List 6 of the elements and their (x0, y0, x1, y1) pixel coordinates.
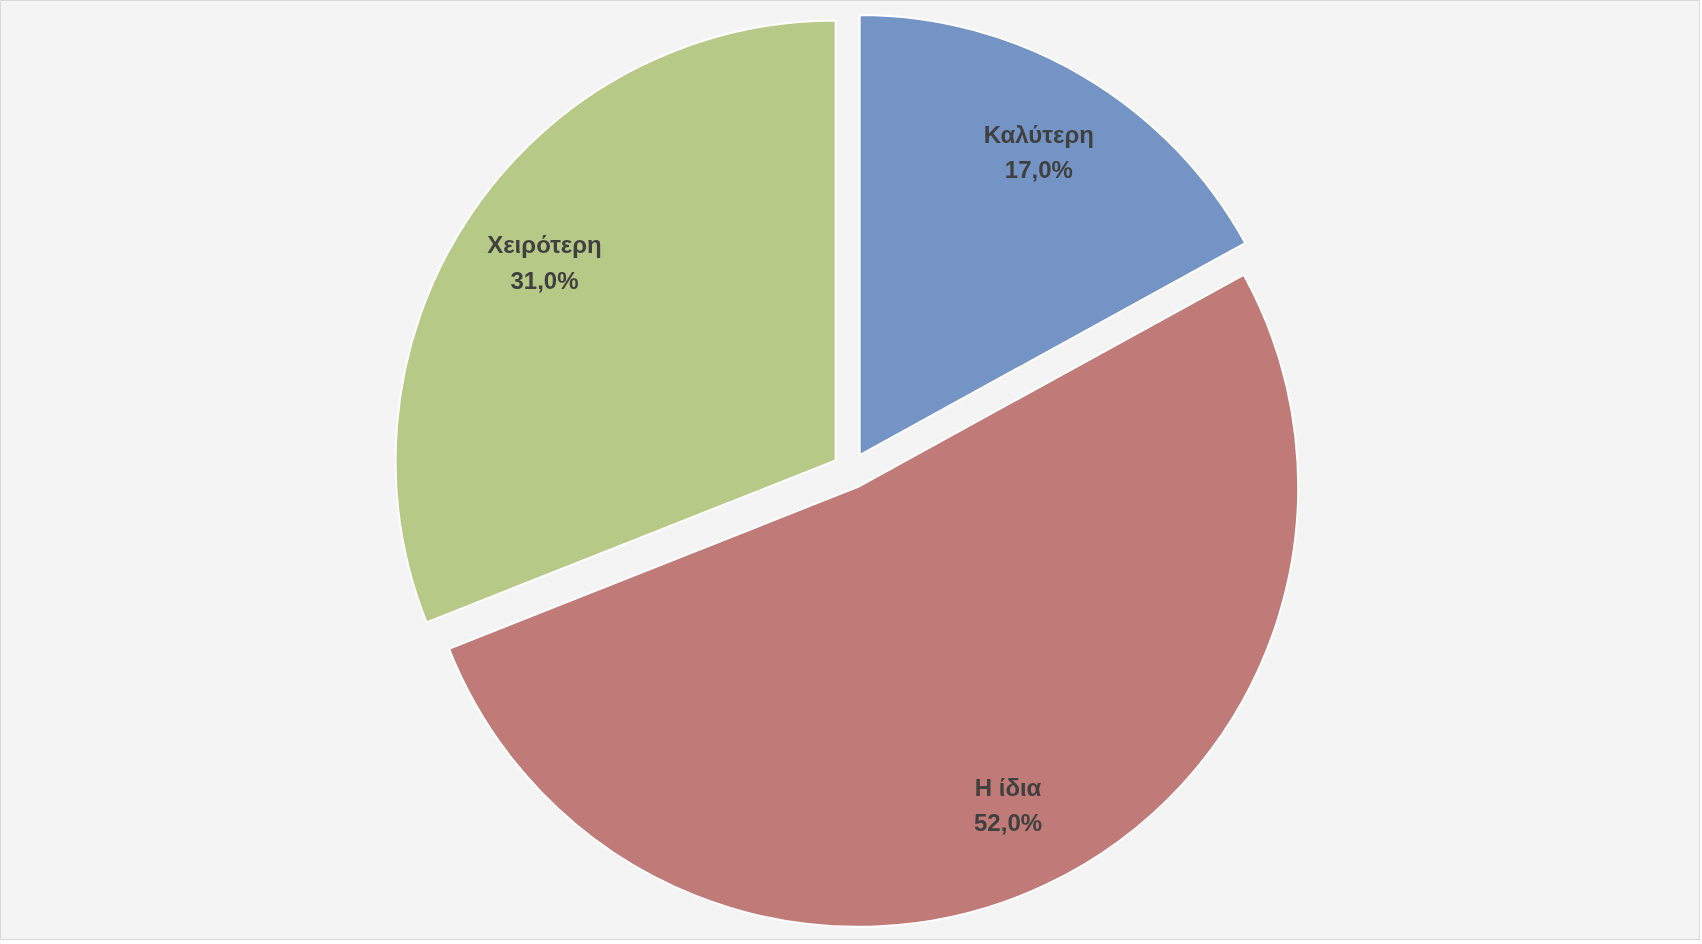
slice-label: Καλύτερη (983, 120, 1094, 148)
data-label: 31,0% (510, 266, 579, 294)
data-label: 52,0% (974, 809, 1043, 837)
slice-label: Χειρότερη (487, 231, 602, 259)
data-label: 17,0% (1004, 156, 1073, 184)
slice-label: Η ίδια (974, 774, 1042, 802)
